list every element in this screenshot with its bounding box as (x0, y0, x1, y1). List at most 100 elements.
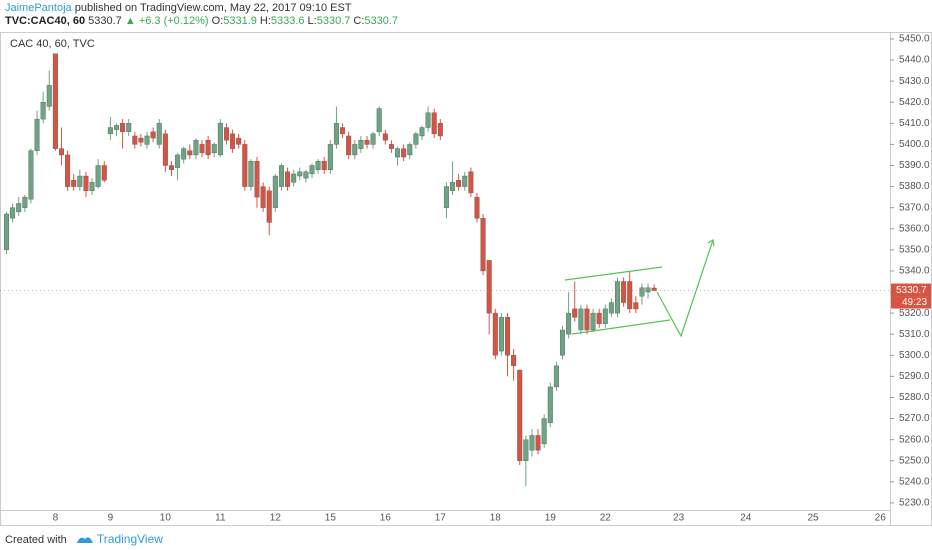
candle-body (376, 108, 382, 132)
candle-body (138, 137, 144, 143)
candle-body (443, 186, 449, 208)
candle-body (205, 139, 211, 156)
y-tick-label: 5320.0 (899, 308, 930, 319)
candle-body (608, 302, 614, 314)
y-tick-label: 5240.0 (899, 476, 930, 487)
candle-body (46, 85, 52, 107)
ohlc-label: C: (353, 15, 365, 27)
y-tick-label: 5450.0 (899, 34, 930, 45)
candle-body (266, 190, 272, 223)
ohlc-value: 5330.7 (316, 15, 351, 27)
candle-body (162, 133, 168, 166)
created-with: Created with (5, 534, 67, 546)
chart: CAC 40, 60, TVC 5230.0 5240.0 5250.0 5260.0… (0, 32, 932, 526)
candle-body (352, 144, 358, 156)
candle-body (590, 312, 596, 331)
candle-body (101, 165, 107, 181)
candle-body (645, 287, 651, 293)
candle-body (77, 175, 83, 187)
candle-body (468, 171, 474, 194)
ohlc: O:5331.9 H:5333.6 L:5330.7 C:5330.7 (212, 15, 401, 27)
candle-body (425, 112, 431, 128)
candle-body (541, 418, 547, 445)
candle-body (40, 102, 46, 120)
candle-body (456, 180, 462, 187)
candle-body (523, 439, 529, 461)
candle-body (462, 175, 468, 187)
ohlc-value: 5330.7 (364, 15, 399, 27)
x-tick-label: 12 (270, 513, 282, 524)
x-tick-label: 19 (545, 513, 557, 524)
y-tick-label: 5370.0 (899, 202, 930, 213)
candle-body (181, 148, 187, 160)
candle-body (315, 161, 321, 170)
y-tick-label: 5380.0 (899, 181, 930, 192)
candle-body (505, 317, 511, 356)
candle-body (16, 203, 22, 213)
candle-body (535, 435, 541, 451)
candle-body (309, 165, 315, 175)
y-tick-label: 5420.0 (899, 97, 930, 108)
y-tick-label: 5360.0 (899, 223, 930, 234)
last: 5330.7 (88, 15, 122, 27)
candle-body (156, 123, 162, 145)
x-tick-label: 8 (53, 513, 59, 524)
candle-body (144, 135, 150, 145)
candle-body (370, 133, 376, 145)
candle-body (303, 171, 309, 179)
candle-body (168, 165, 174, 170)
x-tick-label: 22 (600, 513, 612, 524)
candle-body (407, 144, 413, 156)
x-tick-label: 25 (807, 513, 819, 524)
candle-body (126, 123, 132, 132)
candle-body (382, 133, 388, 141)
candle-body (217, 123, 223, 156)
candle-body (89, 182, 95, 192)
x-tick-label: 24 (740, 513, 752, 524)
candle-body (248, 161, 254, 187)
channel-bottom (571, 319, 671, 335)
chart-title: CAC 40, 60, TVC (10, 38, 95, 50)
candle-body (346, 135, 352, 156)
candle-body (584, 308, 590, 331)
countdown: 49:23 (902, 297, 927, 308)
author[interactable]: JaimePantoja (5, 2, 72, 14)
y-tick-label: 5250.0 (899, 455, 930, 466)
candle-body (3, 213, 9, 251)
ohlc-label: H: (259, 15, 271, 27)
last-price-box (891, 283, 931, 297)
candle-body (211, 144, 217, 154)
y-tick-label: 5350.0 (899, 244, 930, 255)
candle-body (52, 53, 58, 149)
candle-body (242, 144, 248, 187)
y-tick-label: 5310.0 (899, 329, 930, 340)
x-tick-label: 15 (325, 513, 337, 524)
candle-body (596, 312, 602, 324)
y-tick-label: 5260.0 (899, 434, 930, 445)
candle-body (498, 317, 504, 352)
ohlc-value: 5333.6 (270, 15, 305, 27)
candle-body (437, 123, 443, 137)
candle-body (193, 139, 199, 156)
candle-body (71, 180, 77, 187)
candle-body (28, 150, 34, 200)
x-tick-label: 16 (380, 513, 392, 524)
ohlc-value: 5331.9 (223, 15, 257, 27)
candle-body (285, 171, 291, 187)
candle-body (230, 133, 236, 149)
y-tick-label: 5290.0 (899, 371, 930, 382)
candle-body (602, 308, 608, 324)
brand[interactable]: TradingView (96, 532, 163, 546)
symbol: TVC:CAC40, 60 (5, 15, 86, 27)
candle-body (254, 161, 260, 198)
y-tick-label: 5400.0 (899, 139, 930, 150)
candle-body (639, 287, 645, 297)
candle-body (621, 281, 627, 303)
candle-body (187, 150, 193, 156)
quote-line: TVC:CAC40, 60 5330.7 ▲ +6.3 (+0.12%) O:5… (5, 15, 401, 27)
arrow: ▲ (124, 15, 136, 27)
candle-body (236, 137, 242, 145)
candle-body (364, 139, 370, 145)
y-tick-label: 5340.0 (899, 266, 930, 277)
candle-body (615, 281, 621, 314)
